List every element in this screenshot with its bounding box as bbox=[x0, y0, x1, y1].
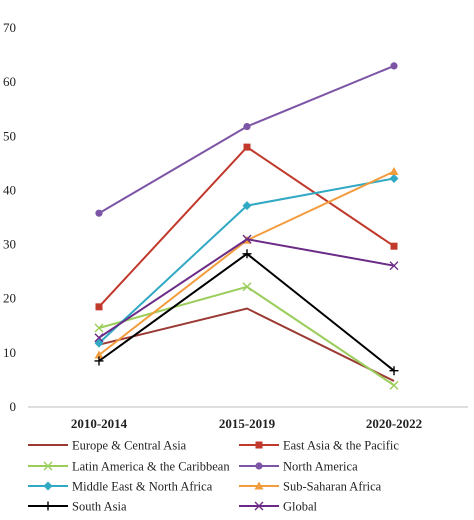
y-tick-label: 60 bbox=[3, 74, 16, 89]
legend-marker bbox=[254, 481, 264, 490]
x-tick-label: 2010-2014 bbox=[71, 416, 128, 431]
legend-item: Middle East & North Africa bbox=[28, 480, 213, 494]
data-point bbox=[389, 366, 399, 376]
data-point bbox=[94, 323, 104, 333]
axes: 0 10 20 30 40 50 60 70 2010-2014 2015-2019 2020-20… bbox=[3, 20, 468, 431]
series-line bbox=[98, 145, 395, 308]
legend-marker bbox=[43, 481, 53, 491]
series-0 bbox=[98, 307, 395, 382]
data-point bbox=[389, 261, 399, 271]
legend-item: Global bbox=[239, 500, 318, 514]
series-line bbox=[98, 252, 395, 372]
data-point bbox=[95, 209, 103, 217]
legend-marker bbox=[43, 461, 53, 471]
legend-label: East Asia & the Pacific bbox=[283, 439, 399, 453]
data-point bbox=[389, 166, 399, 175]
series-1 bbox=[95, 143, 398, 311]
series-4 bbox=[94, 174, 399, 348]
data-point bbox=[390, 62, 398, 70]
series-3 bbox=[95, 62, 398, 217]
y-tick-label: 0 bbox=[10, 399, 17, 414]
legend-item: North America bbox=[239, 460, 358, 474]
data-point bbox=[242, 201, 252, 211]
x-tick-label: 2015-2019 bbox=[219, 416, 276, 431]
y-tick-label: 20 bbox=[3, 291, 16, 306]
y-tick-label: 30 bbox=[3, 237, 16, 252]
data-point bbox=[243, 143, 251, 151]
data-point bbox=[243, 122, 251, 131]
series-layer bbox=[94, 62, 399, 390]
legend-marker bbox=[43, 501, 53, 511]
legend-label: Latin America & the Caribbean bbox=[72, 460, 230, 474]
legend-item: East Asia & the Pacific bbox=[239, 439, 399, 453]
series-2 bbox=[94, 282, 399, 390]
legend-item: Latin America & the Caribbean bbox=[28, 460, 230, 474]
data-point bbox=[94, 350, 104, 359]
y-tick-label: 50 bbox=[3, 128, 16, 143]
data-point bbox=[94, 333, 104, 343]
y-tick-label: 40 bbox=[3, 182, 16, 197]
legend-item: South Asia bbox=[28, 500, 127, 514]
data-point bbox=[242, 234, 252, 244]
legend: Europe & Central Asia East Asia & the Pac… bbox=[28, 439, 399, 514]
legend-label: Sub-Saharan Africa bbox=[283, 480, 382, 494]
legend-item: Europe & Central Asia bbox=[28, 439, 187, 453]
x-tick-label: 2020-2022 bbox=[366, 416, 422, 431]
data-point bbox=[242, 282, 252, 292]
y-tick-label: 10 bbox=[3, 345, 16, 360]
data-point bbox=[94, 356, 104, 366]
data-point bbox=[389, 380, 399, 390]
legend-marker bbox=[255, 462, 263, 470]
data-point bbox=[390, 242, 398, 250]
series-6 bbox=[94, 249, 399, 376]
legend-item: Sub-Saharan Africa bbox=[239, 480, 382, 494]
y-tick-label: 70 bbox=[3, 20, 16, 35]
legend-label: North America bbox=[283, 460, 358, 474]
legend-label: Europe & Central Asia bbox=[72, 439, 187, 453]
legend-label: South Asia bbox=[72, 500, 127, 514]
data-point bbox=[389, 174, 399, 184]
legend-marker bbox=[255, 441, 263, 449]
series-line bbox=[98, 307, 395, 382]
data-point bbox=[242, 249, 252, 259]
legend-label: Middle East & North Africa bbox=[72, 480, 213, 494]
series-line bbox=[98, 170, 395, 356]
legend-label: Global bbox=[283, 500, 318, 514]
legend-marker bbox=[254, 501, 264, 511]
data-point bbox=[95, 303, 103, 311]
series-7 bbox=[94, 234, 399, 343]
